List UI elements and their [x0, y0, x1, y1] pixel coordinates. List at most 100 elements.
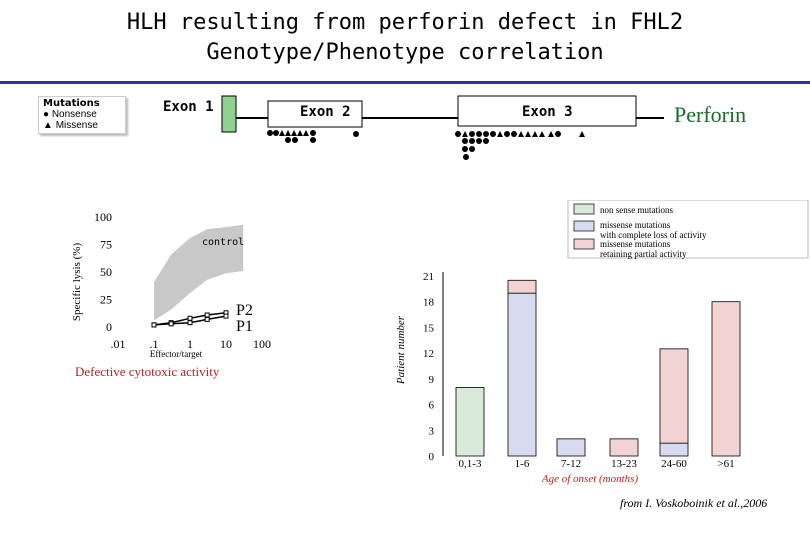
- legend-entry-missense-complete: missense mutations with complete loss of …: [600, 220, 707, 240]
- gene-diagram: [221, 95, 664, 160]
- missense-legend-label: Missense: [55, 120, 98, 131]
- legend-entry-nonsense: non sense mutations: [600, 205, 673, 215]
- bar-y-tick: 18: [423, 297, 435, 309]
- bar-segment: [659, 348, 689, 444]
- exon-2-label: Exon 2: [300, 104, 351, 120]
- nonsense-mutation-dot: [469, 131, 475, 137]
- missense-mutation-triangle: [303, 130, 309, 136]
- missense-mutation-triangle: [462, 131, 468, 137]
- bar-segment: [711, 301, 741, 457]
- lysis-caption: Defective cytotoxic activity: [75, 364, 220, 379]
- lysis-y-tick: 100: [94, 210, 112, 224]
- exon-3-box: [457, 95, 637, 127]
- lysis-y-axis-label: Specific lysis (%): [71, 243, 83, 322]
- patient-bar-chart: Patient number 0 3 6 9 12 15 18 21 0,1-3 1-6 7-12…: [395, 200, 809, 485]
- missense-mutation-triangle: [539, 131, 545, 137]
- lysis-x-tick: 10: [220, 337, 232, 351]
- lysis-chart: Specific lysis (%) 0 25 50 75 100 .01 .1 1 10 100…: [71, 210, 271, 359]
- mutation-legend-header: Mutations: [43, 98, 100, 109]
- missense-mutation-triangle: [285, 130, 291, 136]
- exon-1-box: [221, 95, 237, 133]
- bar-legend: non sense mutations missense mutations wi…: [567, 200, 809, 259]
- lysis-x-tick: 100: [253, 337, 271, 351]
- bar-y-tick: 15: [423, 322, 435, 334]
- series-point-p1: [168, 321, 174, 327]
- nonsense-mutation-dot: [555, 131, 561, 137]
- perforin-label: Perforin: [674, 102, 747, 127]
- bar-segment: [609, 438, 639, 457]
- missense-mutation-triangle: [532, 131, 538, 137]
- bar-category-label: 1-6: [515, 458, 530, 470]
- missense-mutation-triangle: [297, 130, 303, 136]
- bar-y-tick: 6: [429, 400, 435, 412]
- nonsense-mutation-dot: [504, 131, 510, 137]
- title-divider: [0, 81, 810, 84]
- lysis-y-tick: 50: [100, 265, 112, 279]
- nonsense-mutation-dot: [455, 131, 461, 137]
- nonsense-mutation-dot: [476, 131, 482, 137]
- missense-mutation-triangle: [579, 131, 585, 137]
- nonsense-legend-label: Nonsense: [51, 109, 97, 120]
- nonsense-mutation-dot: [469, 138, 475, 144]
- title-line-2: Genotype/Phenotype correlation: [206, 40, 604, 65]
- missense-icon: ▲: [43, 120, 53, 131]
- bar-segment: [455, 387, 485, 457]
- exon-1-label: Exon 1: [163, 99, 214, 115]
- nonsense-mutation-dot: [310, 130, 316, 136]
- bar-y-tick: 12: [423, 348, 434, 360]
- nonsense-mutation-dot: [483, 138, 489, 144]
- exon-3-label: Exon 3: [522, 104, 573, 120]
- bar-x-axis-label: Age of onset (months): [541, 473, 639, 485]
- bar-segment: [507, 279, 537, 294]
- bar-segment: [507, 292, 537, 457]
- nonsense-mutation-dot: [462, 138, 468, 144]
- lysis-y-tick: 25: [100, 293, 112, 307]
- bar-y-axis-label: Patient number: [395, 315, 407, 385]
- nonsense-mutation-dot: [462, 146, 468, 152]
- nonsense-mutation-dot: [353, 131, 359, 137]
- legend-entry-missense-partial: missense mutations retaining partial acti…: [600, 239, 687, 259]
- exon-2-box: [267, 100, 363, 128]
- lysis-y-tick: 75: [100, 238, 112, 252]
- series-point-p1: [151, 322, 157, 328]
- lysis-y-tick: 0: [106, 320, 112, 334]
- nonsense-mutation-dot: [463, 154, 469, 160]
- bar-y-tick: 3: [429, 425, 435, 437]
- nonsense-mutation-dot: [267, 130, 273, 136]
- bar-segment: [659, 442, 689, 457]
- missense-mutation-triangle: [518, 131, 524, 137]
- title-line-1: HLH resulting from perforin defect in FH…: [126, 10, 684, 35]
- series-point-p2: [204, 312, 210, 318]
- lysis-x-tick: .01: [111, 337, 126, 351]
- series-point-p1: [204, 316, 210, 322]
- mutation-markers: [267, 130, 585, 160]
- control-band: [154, 224, 244, 321]
- lysis-x-axis-label: Effector/target: [150, 349, 203, 359]
- attribution: from I. Voskoboinik et al.,2006: [620, 496, 768, 510]
- nonsense-mutation-dot: [476, 138, 482, 144]
- bar-y-tick: 9: [429, 374, 435, 386]
- p1-label: P1: [236, 318, 253, 335]
- series-point-p1: [187, 320, 193, 326]
- bar-category-label: 7-12: [561, 458, 581, 470]
- nonsense-icon: ●: [43, 109, 50, 120]
- bar-category-label: >61: [717, 458, 734, 470]
- mutation-legend: Mutations ● Nonsense ▲ Missense: [38, 96, 126, 134]
- control-label: control: [202, 237, 244, 248]
- nonsense-mutation-dot: [490, 131, 496, 137]
- nonsense-mutation-dot: [273, 130, 279, 136]
- bar-category-label: 13-23: [611, 458, 637, 470]
- missense-mutation-triangle: [279, 130, 285, 136]
- bar-category-label: 0,1-3: [459, 458, 482, 470]
- lysis-x-tick: 1: [187, 337, 193, 351]
- bar-segment: [556, 438, 586, 457]
- missense-mutation-triangle: [497, 131, 503, 137]
- p2-label: P2: [236, 302, 253, 319]
- legend-swatch-missense-partial: [573, 238, 595, 250]
- nonsense-mutation-dot: [285, 137, 291, 143]
- nonsense-mutation-dot: [310, 137, 316, 143]
- missense-mutation-triangle: [291, 130, 297, 136]
- series-point-p2: [187, 315, 193, 321]
- missense-mutation-triangle: [525, 131, 531, 137]
- nonsense-mutation-dot: [483, 131, 489, 137]
